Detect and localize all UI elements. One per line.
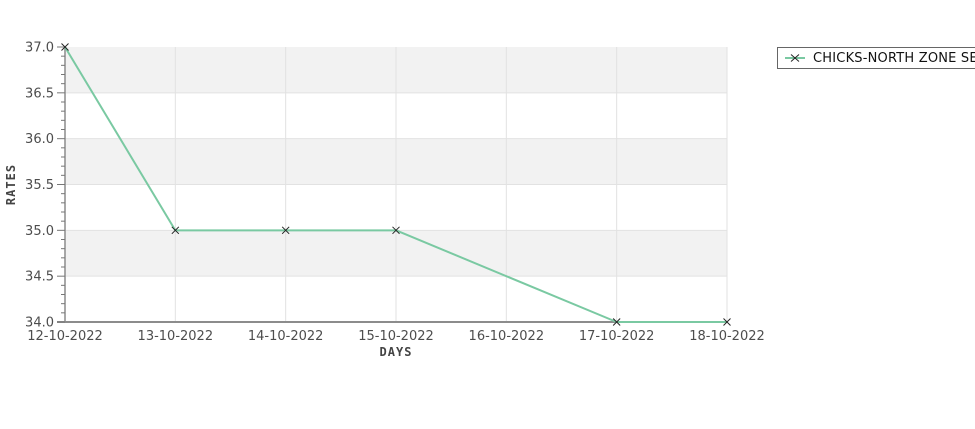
x-tick-label: 17-10-2022 bbox=[579, 329, 655, 344]
x-tick-label: 13-10-2022 bbox=[138, 329, 214, 344]
data-point-marker bbox=[612, 318, 621, 326]
y-tick-label: 36.0 bbox=[25, 132, 54, 147]
data-point-marker bbox=[281, 226, 290, 235]
y-tick-label: 37.0 bbox=[25, 41, 54, 56]
y-tick-label: 34.0 bbox=[25, 316, 54, 331]
x-axis-title: DAYS bbox=[380, 345, 413, 359]
data-point-marker bbox=[171, 226, 180, 235]
data-point-marker bbox=[723, 318, 731, 326]
y-tick-label: 35.0 bbox=[25, 224, 54, 239]
data-point-marker bbox=[392, 226, 400, 235]
y-axis-title: RATES bbox=[4, 164, 18, 205]
data-point-marker bbox=[61, 43, 69, 51]
x-tick-label: 12-10-2022 bbox=[27, 329, 103, 344]
x-tick-label: 18-10-2022 bbox=[689, 329, 765, 344]
x-tick-label: 14-10-2022 bbox=[248, 329, 324, 344]
y-tick-label: 34.5 bbox=[25, 270, 54, 285]
x-tick-label: 15-10-2022 bbox=[358, 329, 434, 344]
legend: CHICKS-NORTH ZONE SELLING bbox=[777, 47, 975, 69]
y-tick-label: 35.5 bbox=[25, 178, 54, 193]
legend-line-marker-icon bbox=[785, 54, 805, 62]
legend-series-label: CHICKS-NORTH ZONE SELLING bbox=[813, 50, 975, 66]
y-tick-label: 36.5 bbox=[25, 86, 54, 101]
series-line bbox=[64, 46, 727, 323]
x-tick-label: 16-10-2022 bbox=[469, 329, 545, 344]
